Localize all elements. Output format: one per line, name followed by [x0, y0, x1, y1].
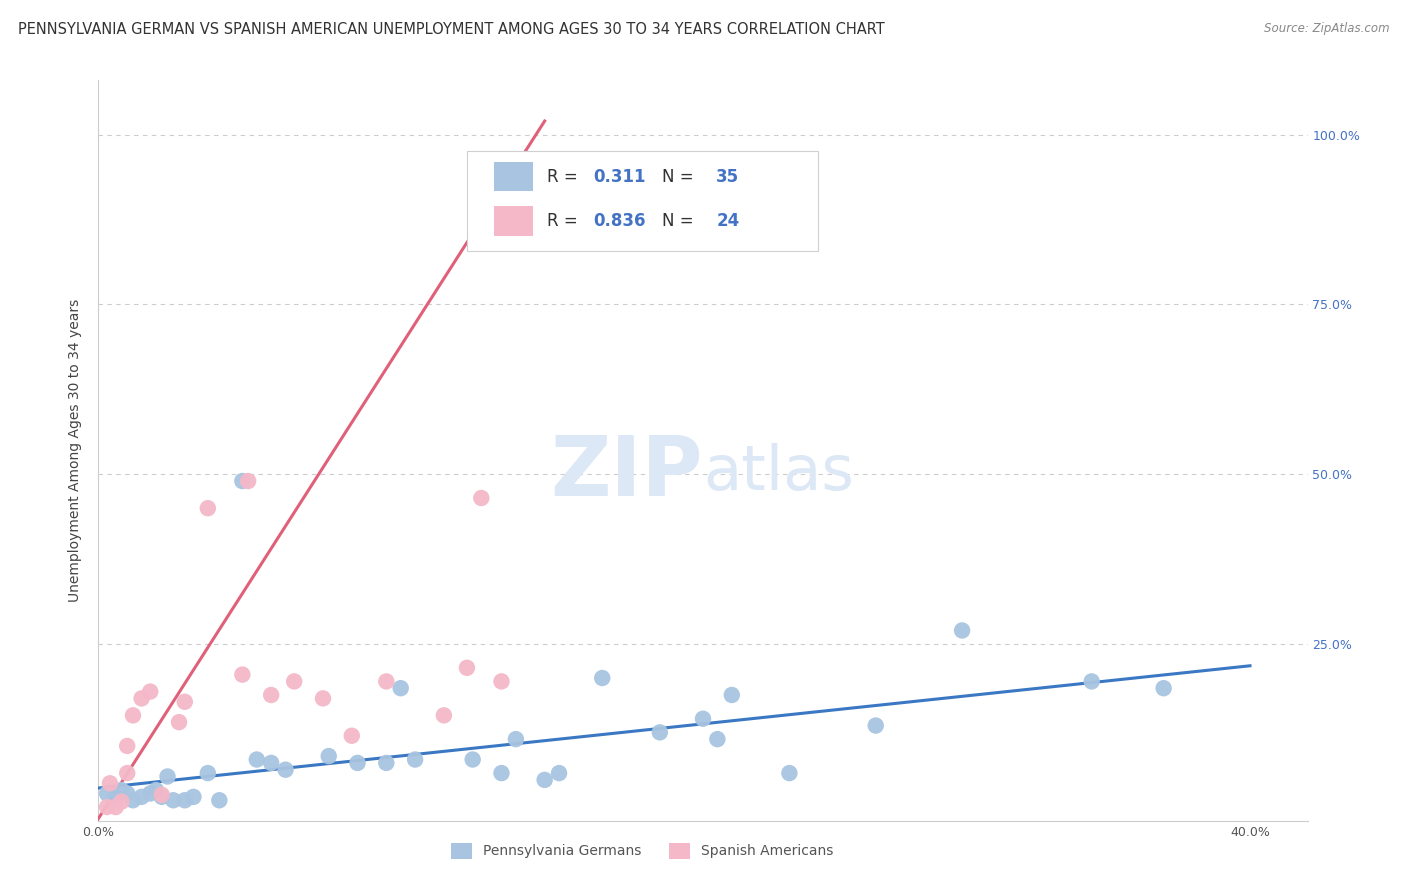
FancyBboxPatch shape [467, 151, 818, 251]
Point [648, 725, 671, 739]
Point [231, 474, 253, 488]
Point [389, 681, 412, 696]
Point [283, 674, 305, 689]
Text: 35: 35 [716, 168, 740, 186]
Text: R =: R = [547, 168, 583, 186]
Text: atlas: atlas [703, 442, 853, 503]
Point [115, 787, 138, 801]
Point [156, 770, 179, 784]
Point [110, 783, 132, 797]
Point [456, 661, 478, 675]
Text: PENNSYLVANIA GERMAN VS SPANISH AMERICAN UNEMPLOYMENT AMONG AGES 30 TO 34 YEARS C: PENNSYLVANIA GERMAN VS SPANISH AMERICAN … [18, 22, 884, 37]
Point [548, 766, 571, 780]
Point [260, 688, 283, 702]
FancyBboxPatch shape [494, 161, 533, 191]
Point [318, 749, 340, 764]
Point [246, 752, 269, 766]
Y-axis label: Unemployment Among Ages 30 to 34 years: Unemployment Among Ages 30 to 34 years [69, 299, 83, 602]
Point [1080, 674, 1102, 689]
Point [183, 789, 205, 804]
Point [197, 766, 219, 780]
Point [346, 756, 368, 770]
Point [104, 800, 127, 814]
Point [533, 772, 555, 787]
Point [274, 763, 297, 777]
Point [167, 715, 190, 730]
Point [591, 671, 613, 685]
Point [145, 783, 167, 797]
Text: Source: ZipAtlas.com: Source: ZipAtlas.com [1264, 22, 1389, 36]
Point [433, 708, 456, 723]
Point [173, 695, 195, 709]
Legend: Pennsylvania Germans, Spanish Americans: Pennsylvania Germans, Spanish Americans [444, 836, 841, 865]
Point [122, 708, 145, 723]
Point [115, 766, 138, 780]
Text: R =: R = [547, 212, 583, 230]
Point [96, 787, 118, 801]
Point [122, 793, 145, 807]
Point [340, 729, 363, 743]
Point [115, 739, 138, 753]
Point [375, 756, 398, 770]
Text: 0.311: 0.311 [593, 168, 645, 186]
Text: 24: 24 [716, 212, 740, 230]
Text: 0.836: 0.836 [593, 212, 645, 230]
Point [312, 691, 335, 706]
Point [778, 766, 800, 780]
Point [208, 793, 231, 807]
Point [236, 474, 259, 488]
Point [231, 667, 253, 681]
Point [470, 491, 492, 505]
Point [505, 732, 527, 747]
Point [491, 766, 513, 780]
Point [150, 789, 173, 804]
Point [139, 787, 162, 801]
Point [104, 789, 127, 804]
Point [865, 718, 887, 732]
Point [131, 691, 153, 706]
Text: ZIP: ZIP [551, 432, 703, 513]
Point [98, 776, 121, 790]
Point [720, 688, 742, 702]
Point [173, 793, 195, 807]
Point [150, 788, 173, 802]
Point [491, 674, 513, 689]
Point [1153, 681, 1175, 696]
Point [461, 752, 484, 766]
Point [404, 752, 426, 766]
Point [706, 732, 728, 747]
Point [131, 789, 153, 804]
Point [375, 674, 398, 689]
FancyBboxPatch shape [494, 206, 533, 235]
Point [139, 684, 162, 698]
Point [110, 795, 132, 809]
Point [950, 624, 973, 638]
Text: N =: N = [662, 168, 699, 186]
Point [692, 712, 714, 726]
Point [260, 756, 283, 770]
Point [197, 501, 219, 516]
Text: N =: N = [662, 212, 699, 230]
Point [96, 800, 118, 814]
Point [162, 793, 184, 807]
